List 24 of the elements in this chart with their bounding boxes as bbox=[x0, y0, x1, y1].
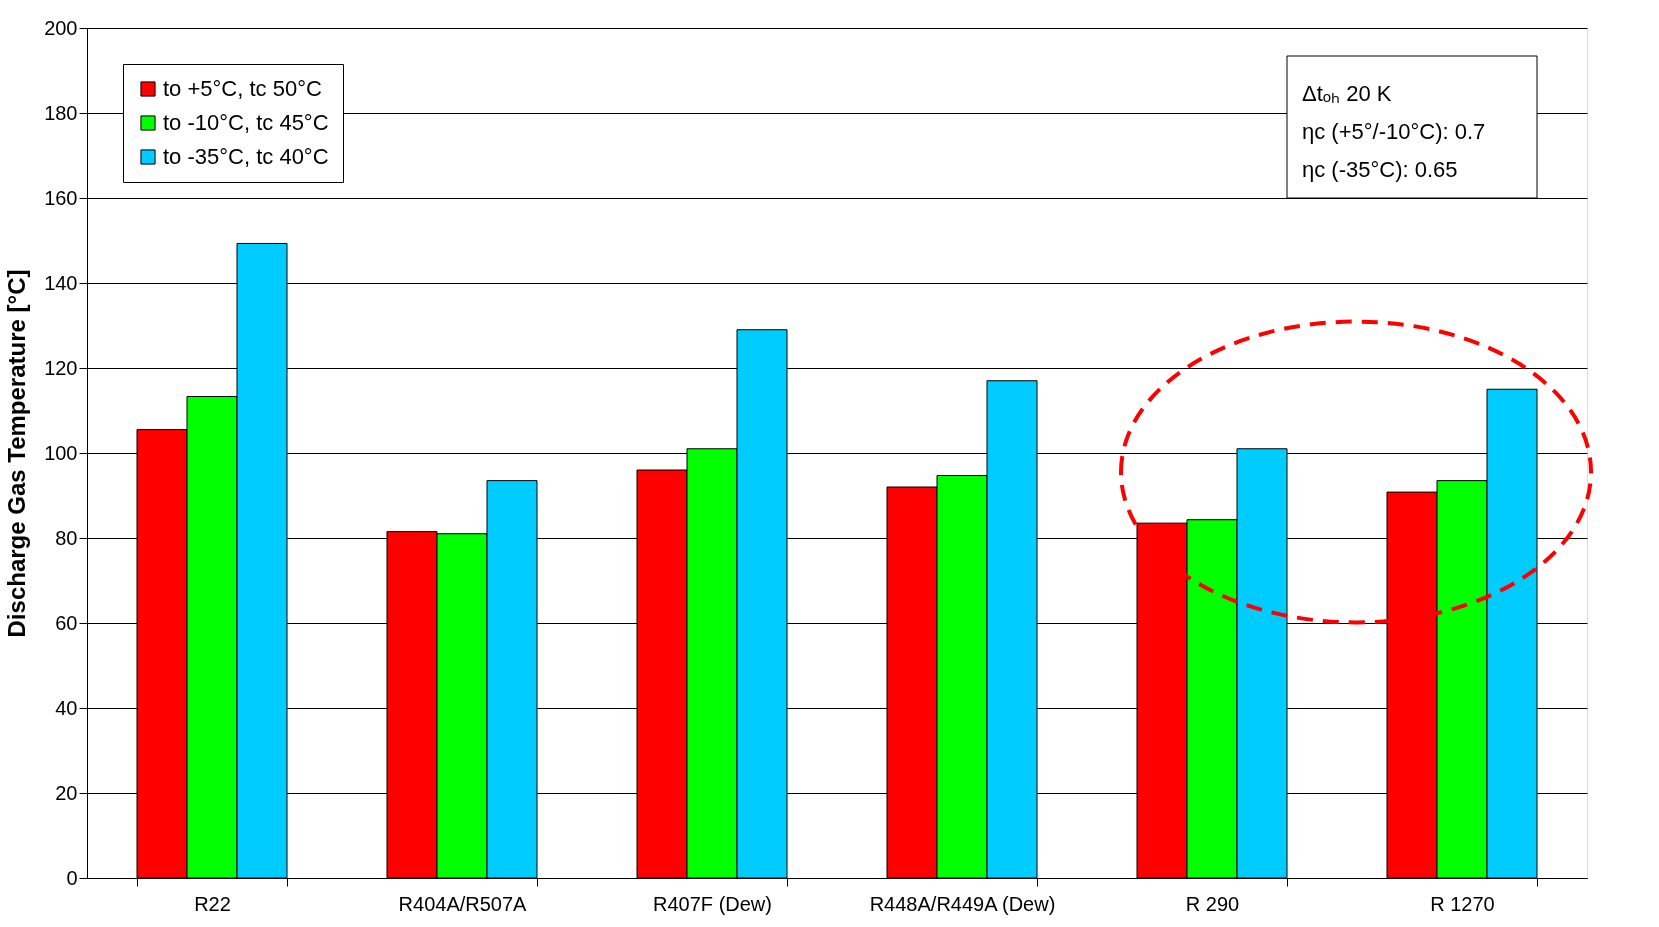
x-tick-label: R404A/R507A bbox=[398, 892, 528, 915]
legend-label: to +5°C, tc 50°C bbox=[163, 76, 322, 101]
annotation: ηc (+5°/-10°C): 0.7 bbox=[1302, 119, 1486, 144]
x-tick-label: R22 bbox=[194, 892, 231, 915]
annotation: ηc (-35°C): 0.65 bbox=[1302, 157, 1458, 182]
y-tick-label: 60 bbox=[55, 611, 78, 634]
y-tick-label: 100 bbox=[44, 441, 78, 464]
x-tick-label: R 1270 bbox=[1430, 892, 1495, 915]
y-tick-label: 180 bbox=[44, 101, 78, 124]
y-tick-label: 20 bbox=[55, 781, 78, 804]
y-axis-title: Discharge Gas Temperature [°C] bbox=[3, 269, 31, 638]
annotation: Δtₒₕ 20 K bbox=[1302, 81, 1392, 106]
y-tick-label: 160 bbox=[44, 186, 78, 209]
legend-label: to -35°C, tc 40°C bbox=[163, 144, 329, 169]
x-tick-label: R 290 bbox=[1185, 892, 1240, 915]
y-tick-label: 80 bbox=[55, 526, 78, 549]
legend-label: to -10°C, tc 45°C bbox=[163, 110, 329, 135]
y-tick-label: 200 bbox=[44, 16, 78, 39]
x-tick-label: R407F (Dew) bbox=[653, 892, 772, 915]
y-tick-label: 140 bbox=[44, 271, 78, 294]
x-tick-label: R448A/R449A (Dew) bbox=[869, 892, 1056, 915]
y-tick-label: 0 bbox=[66, 866, 78, 889]
y-tick-label: 40 bbox=[55, 696, 78, 719]
y-tick-label: 120 bbox=[44, 356, 78, 379]
